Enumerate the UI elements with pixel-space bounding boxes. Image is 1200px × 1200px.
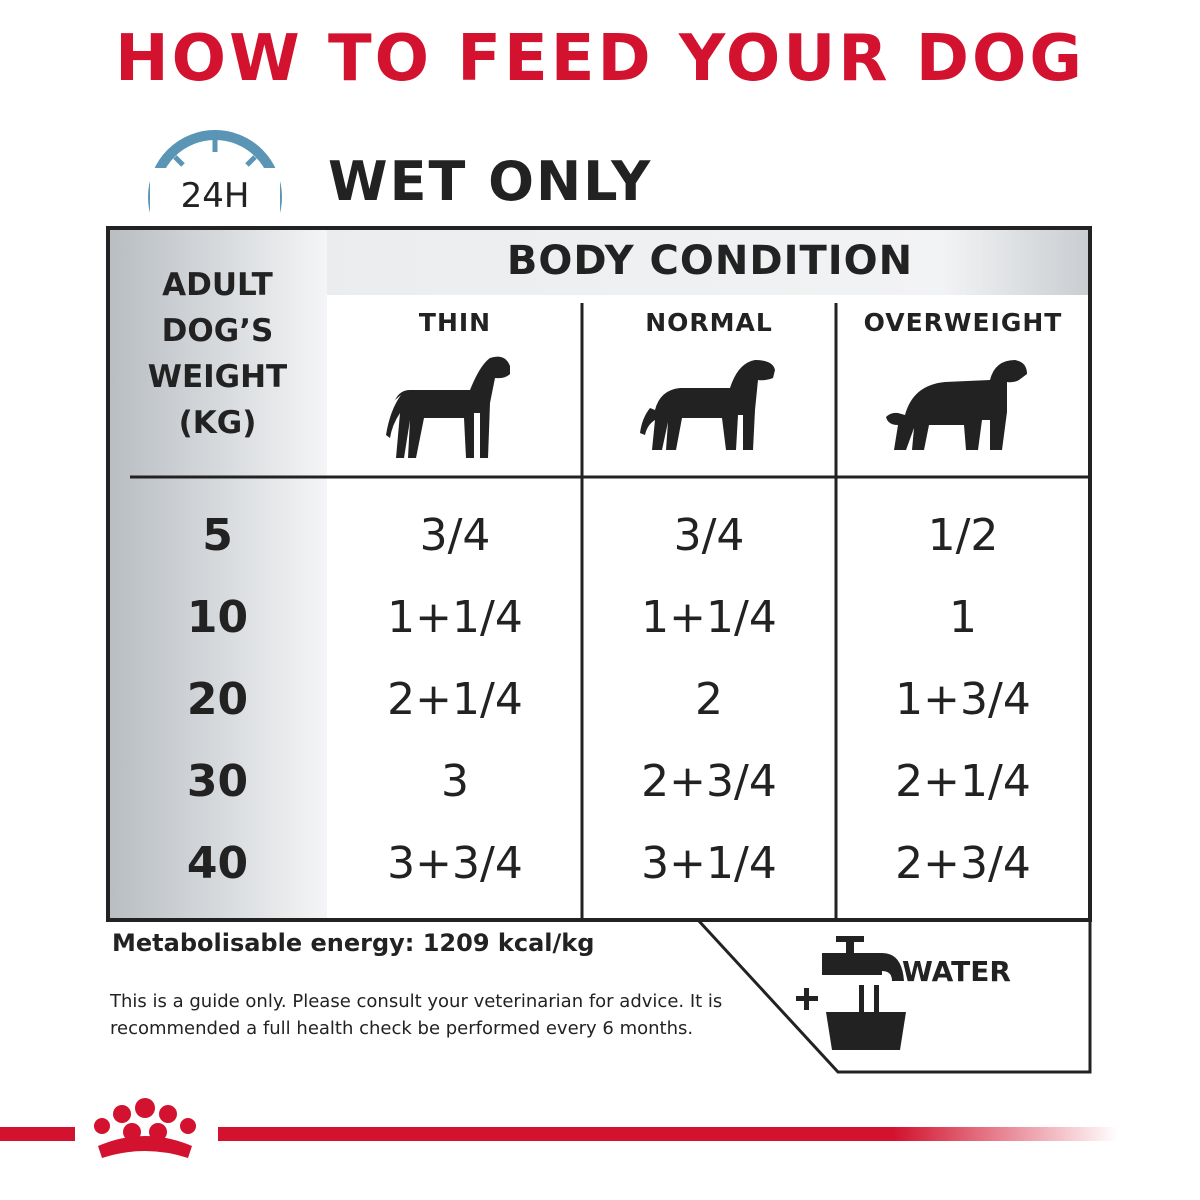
water-icon: [796, 936, 906, 1050]
portion-cell: 2+1/4: [895, 756, 1031, 807]
weight-column: [108, 228, 327, 920]
portion-cell: 3+3/4: [387, 838, 523, 889]
portion-cell: 1+1/4: [641, 592, 777, 643]
portion-cell: 1+1/4: [387, 592, 523, 643]
brand-logo: [94, 1098, 196, 1158]
column-header: THIN: [418, 308, 492, 337]
weight-cell: 30: [186, 756, 249, 807]
group-header: BODY CONDITION: [506, 238, 914, 284]
row-header-line: DOG’S: [161, 313, 274, 349]
subtitle: WET ONLY: [328, 150, 653, 213]
column-header: OVERWEIGHT: [863, 308, 1063, 337]
weight-cell: 10: [186, 592, 249, 643]
dog-icons: [386, 356, 1027, 458]
title: HOW TO FEED YOUR DOG: [115, 22, 1085, 96]
column-header: NORMAL: [645, 308, 773, 337]
weight-cell: 20: [186, 674, 249, 725]
row-header-line: (KG): [178, 405, 257, 441]
row-header: ADULT DOG’S WEIGHT (KG): [108, 262, 327, 446]
table-border: [106, 226, 1092, 922]
portion-cell: 2+3/4: [641, 756, 777, 807]
row-header-line: ADULT: [162, 267, 273, 303]
portion-cell: 3+1/4: [641, 838, 777, 889]
portion-cell: 2+1/4: [387, 674, 523, 725]
water-label: WATER: [902, 955, 1011, 988]
note: This is a guide only. Please consult you…: [110, 991, 723, 1039]
row-header-line: WEIGHT: [147, 359, 288, 395]
badge: 24H: [180, 176, 250, 216]
portion-cell: 3/4: [673, 510, 745, 561]
portion-cell: 1+3/4: [895, 674, 1031, 725]
portion-cell: 2: [695, 674, 723, 725]
weight-cell: 40: [186, 838, 249, 889]
brand-bar: [218, 1127, 1118, 1141]
portion-cell: 1: [949, 592, 977, 643]
portion-cell: 3: [441, 756, 469, 807]
weight-cell: 5: [202, 510, 233, 561]
portion-cell: 3/4: [419, 510, 491, 561]
portion-cell: 2+3/4: [895, 838, 1031, 889]
energy: Metabolisable energy: 1209 kcal/kg: [112, 929, 595, 957]
portion-cell: 1/2: [927, 510, 999, 561]
